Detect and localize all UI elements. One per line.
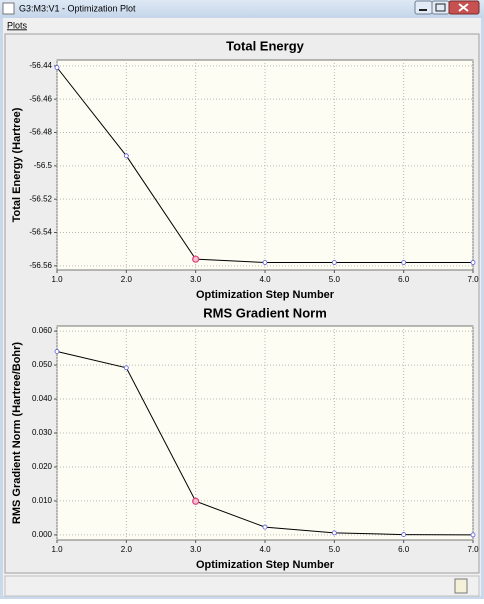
x-tick-label: 7.0	[467, 545, 479, 554]
x-tick-label: 3.0	[190, 545, 202, 554]
x-tick-label: 1.0	[51, 275, 63, 284]
y-tick-label: 0.010	[32, 496, 53, 505]
y-tick-label: -56.5	[34, 161, 53, 170]
y-tick-label: 0.040	[32, 394, 53, 403]
data-point	[331, 530, 337, 536]
y-tick-label: 0.050	[32, 360, 53, 369]
window-title: G3:M3:V1 - Optimization Plot	[19, 3, 136, 13]
x-tick-label: 2.0	[121, 275, 133, 284]
x-axis-label: Optimization Step Number	[196, 289, 335, 301]
y-tick-label: -56.44	[29, 61, 52, 70]
chart-title: RMS Gradient Norm	[203, 305, 327, 320]
data-point	[470, 260, 476, 265]
data-point	[470, 532, 476, 538]
y-tick-label: 0.020	[32, 462, 53, 471]
maximize-button[interactable]	[431, 0, 450, 15]
y-axis-label: RMS Gradient Norm (Hartree/Bohr)	[11, 342, 23, 524]
y-axis-label: Total Energy (Hartree)	[11, 107, 23, 222]
y-tick-label: 0.030	[32, 428, 53, 437]
menu-item[interactable]: Plots	[7, 20, 28, 30]
x-tick-label: 3.0	[190, 275, 202, 284]
title-bar	[0, 0, 484, 18]
y-tick-label: -56.52	[29, 194, 52, 203]
app-icon	[2, 2, 15, 15]
data-point	[54, 65, 60, 70]
data-point	[54, 349, 60, 354]
y-tick-label: -56.54	[29, 228, 52, 237]
data-point	[262, 524, 268, 530]
data-point	[401, 532, 407, 537]
data-point	[262, 260, 268, 265]
chart-title: Total Energy	[226, 38, 305, 53]
data-point	[331, 260, 337, 265]
x-tick-label: 5.0	[329, 275, 341, 284]
data-point	[123, 365, 129, 371]
x-tick-label: 4.0	[259, 275, 271, 284]
x-tick-label: 6.0	[398, 545, 410, 554]
highlighted-point	[192, 497, 200, 505]
status-bar	[4, 575, 480, 597]
x-tick-label: 2.0	[121, 545, 133, 554]
y-tick-label: -56.56	[29, 261, 52, 270]
data-point	[123, 153, 129, 159]
x-tick-label: 4.0	[259, 545, 271, 554]
x-tick-label: 5.0	[329, 545, 341, 554]
x-tick-label: 1.0	[51, 545, 63, 554]
x-tick-label: 7.0	[467, 275, 479, 284]
x-axis-label: Optimization Step Number	[196, 559, 335, 571]
y-tick-label: -56.46	[29, 94, 52, 103]
data-point	[401, 260, 407, 265]
y-tick-label: -56.48	[29, 128, 52, 137]
window-buttons[interactable]	[414, 0, 480, 15]
minimize-button[interactable]	[414, 0, 433, 15]
y-tick-label: 0.060	[32, 326, 53, 335]
status-icon[interactable]	[454, 578, 468, 594]
y-tick-label: 0.000	[32, 530, 53, 539]
highlighted-point	[192, 255, 200, 263]
x-tick-label: 6.0	[398, 275, 410, 284]
